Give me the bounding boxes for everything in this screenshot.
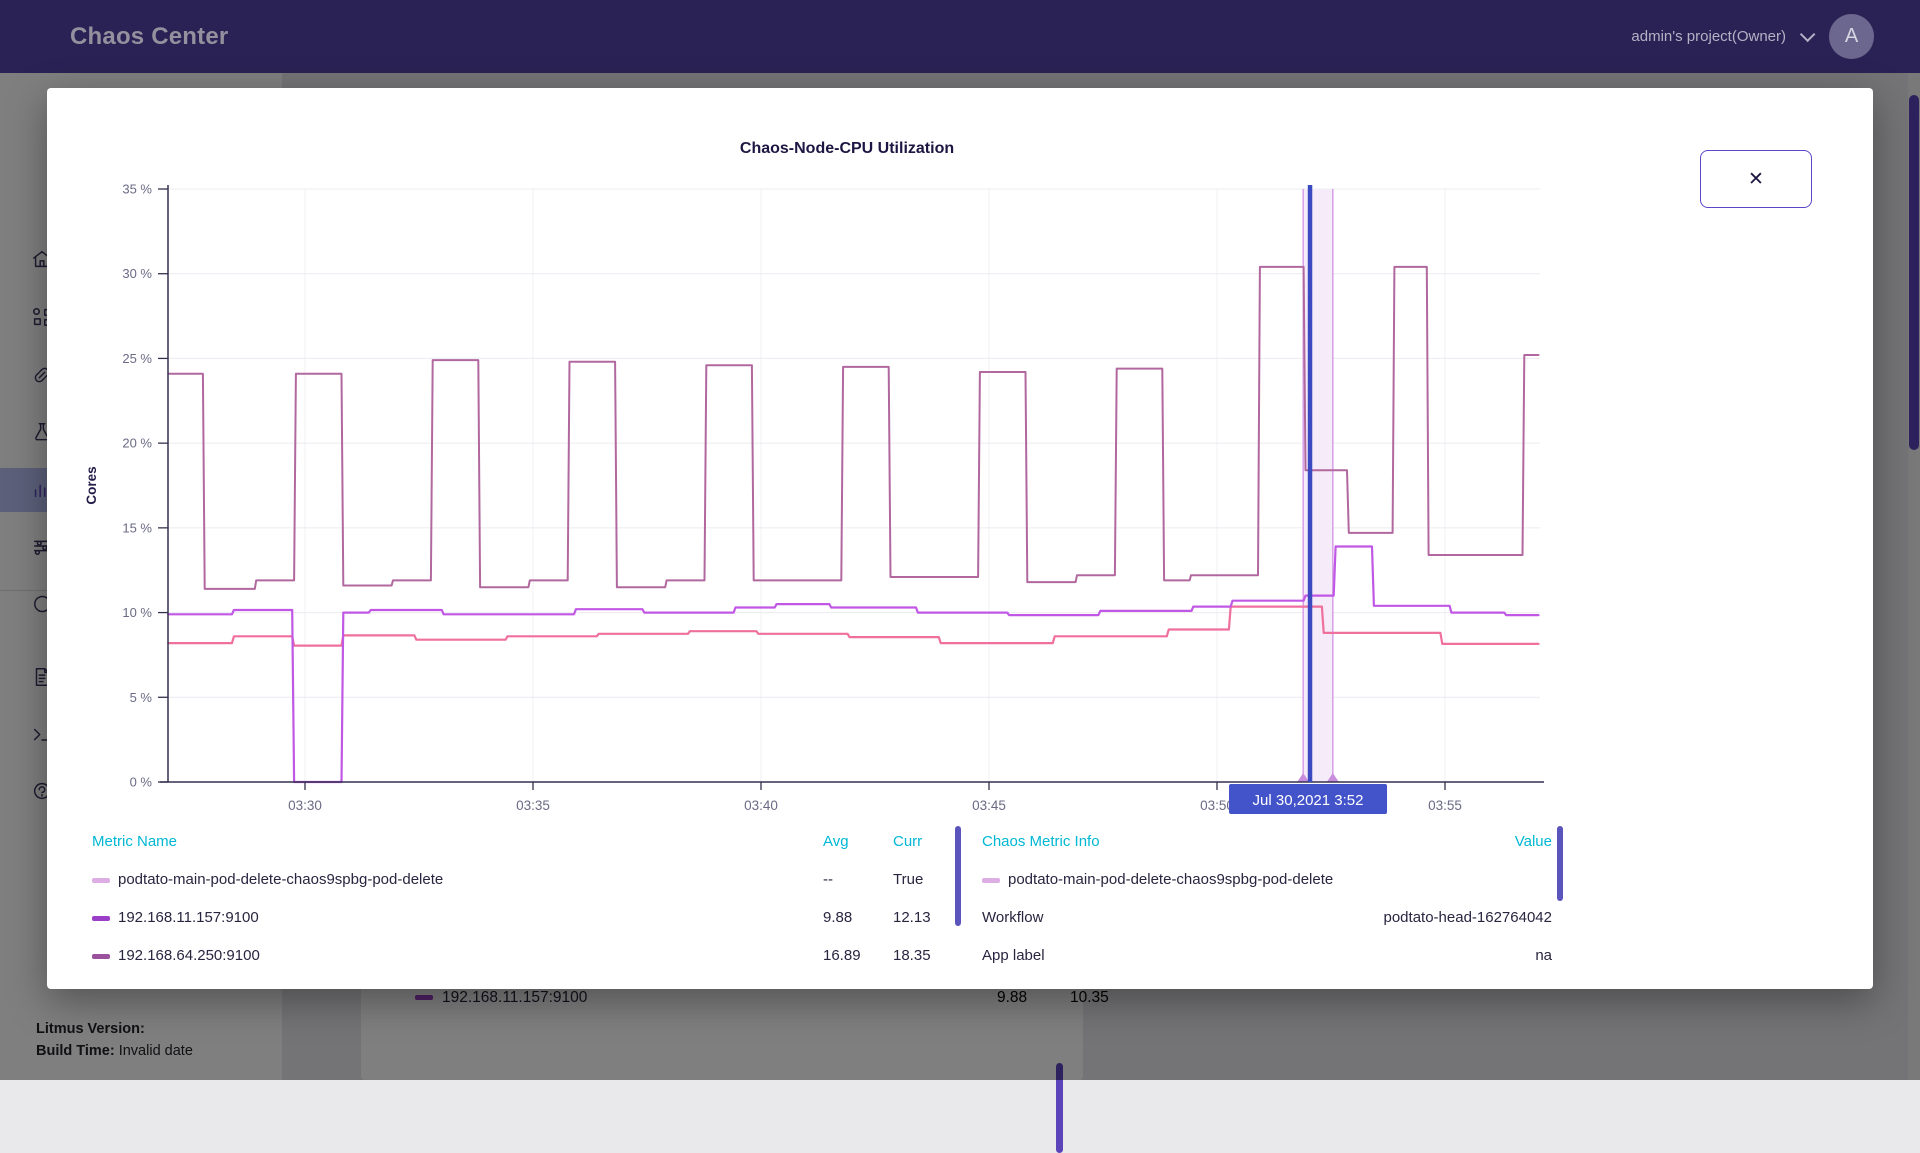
metric-name: 192.168.64.250:9100: [118, 947, 260, 964]
x-tick-label: 03:30: [288, 798, 322, 813]
avg-value: 9.88: [823, 909, 852, 926]
avatar-letter: A: [1845, 25, 1858, 48]
legend-right-scrollbar[interactable]: [1557, 826, 1563, 901]
legend-header-row: Metric Name Avg Curr: [92, 833, 956, 855]
curr-value: Curr: [893, 833, 922, 850]
y-tick-label: 20 %: [122, 436, 152, 451]
app-header: Chaos Center admin's project(Owner) A: [0, 0, 1920, 73]
avg-value: Avg: [823, 833, 849, 850]
legend-row: podtato-main-pod-delete-chaos9spbg-pod-d…: [982, 871, 1552, 893]
y-tick-label: 35 %: [122, 182, 152, 197]
info-label: Chaos Metric Info: [982, 833, 1100, 850]
x-tick-label: 03:45: [972, 798, 1006, 813]
tooltip-text: Jul 30,2021 3:52: [1253, 792, 1364, 809]
y-tick-label: 0 %: [130, 775, 153, 790]
y-tick-label: 5 %: [130, 690, 153, 705]
info-value: Value: [1515, 833, 1552, 850]
avg-value: 16.89: [823, 947, 861, 964]
metric-name: podtato-main-pod-delete-chaos9spbg-pod-d…: [118, 871, 443, 888]
avg-value: --: [823, 871, 833, 888]
project-selector[interactable]: admin's project(Owner): [1631, 28, 1811, 45]
curr-value: 18.35: [893, 947, 931, 964]
legend-row: 192.168.64.250:9100 16.89 18.35: [92, 947, 956, 969]
x-tick-label: 03:40: [744, 798, 778, 813]
legend-header-row: Chaos Metric Info Value: [982, 833, 1552, 855]
info-value: podtato-head-162764042: [1384, 909, 1553, 926]
metric-name: Metric Name: [92, 833, 177, 850]
x-tick-label: 03:50: [1200, 798, 1234, 813]
metric-name: 192.168.11.157:9100: [118, 909, 259, 926]
info-label: Workflow: [982, 909, 1043, 926]
y-axis-title: Cores: [84, 466, 99, 504]
x-tick-label: 03:55: [1428, 798, 1462, 813]
series-swatch: [982, 878, 1000, 883]
legend-row: App label na: [982, 947, 1552, 969]
info-label: podtato-main-pod-delete-chaos9spbg-pod-d…: [1008, 871, 1333, 888]
series-swatch: [92, 916, 110, 921]
chaos-event-band: [1303, 189, 1333, 782]
avatar[interactable]: A: [1829, 14, 1874, 59]
legend-left-scrollbar[interactable]: [955, 826, 961, 926]
y-tick-label: 25 %: [122, 351, 152, 366]
legend-row: podtato-main-pod-delete-chaos9spbg-pod-d…: [92, 871, 956, 893]
series-swatch: [92, 878, 110, 883]
legend-row: 192.168.11.157:9100 9.88 12.13: [92, 909, 956, 931]
chart-modal: 0 % 5 % 10 % 15 % 20 % 25 % 30 % 35 % 03:30 03:35…: [47, 88, 1873, 989]
y-tick-label: 30 %: [122, 266, 152, 281]
y-tick-label: 15 %: [122, 520, 152, 535]
info-value: na: [1535, 947, 1552, 964]
chevron-down-icon: [1800, 27, 1816, 43]
x-tick-label: 03:35: [516, 798, 550, 813]
curr-value: 12.13: [893, 909, 931, 926]
chart-title: Chaos-Node-CPU Utilization: [47, 140, 1647, 158]
info-label: App label: [982, 947, 1045, 964]
project-selector-label: admin's project(Owner): [1631, 28, 1786, 45]
legend-row: Workflow podtato-head-162764042: [982, 909, 1552, 931]
y-tick-label: 10 %: [122, 605, 152, 620]
close-button[interactable]: ✕: [1700, 150, 1812, 208]
app-title: Chaos Center: [70, 23, 228, 51]
curr-value: True: [893, 871, 923, 888]
series-swatch: [92, 954, 110, 959]
